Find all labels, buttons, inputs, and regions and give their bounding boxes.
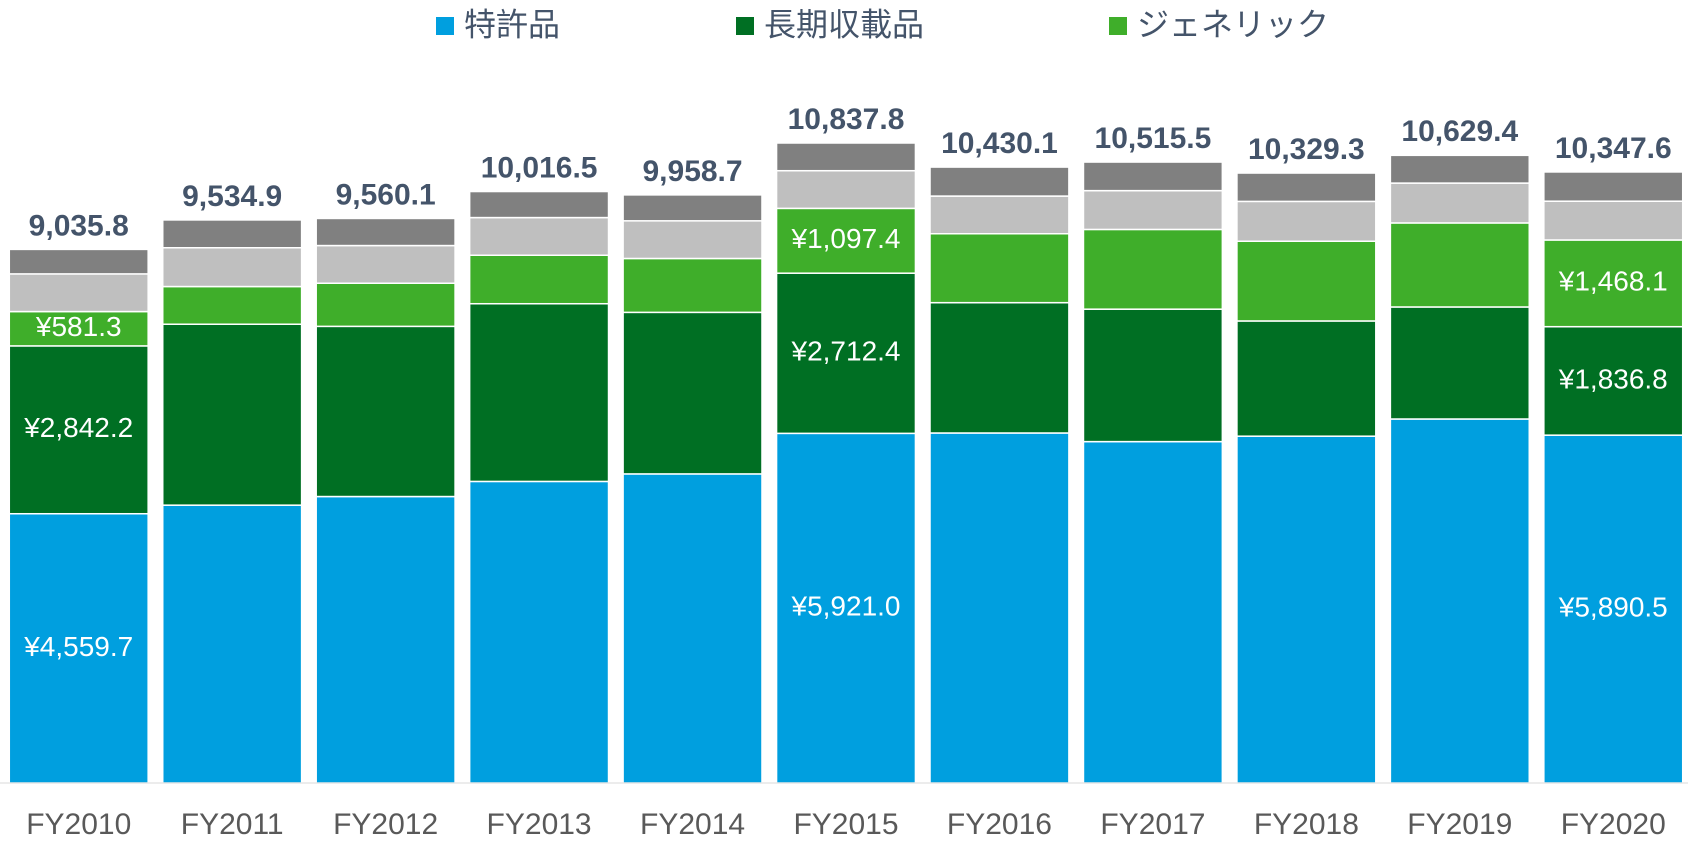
- value-label: ¥1,097.4: [791, 223, 901, 254]
- bar-segment: [468, 480, 610, 784]
- bar-segment: [622, 194, 763, 222]
- value-label: ¥4,559.7: [23, 631, 133, 662]
- legend-swatch: [1109, 17, 1127, 35]
- bar-segment: [775, 432, 917, 784]
- total-label: 10,515.5: [1095, 122, 1212, 155]
- bar-segment: [775, 142, 917, 172]
- bar-segment: [775, 169, 917, 210]
- value-label: ¥581.3: [35, 311, 122, 342]
- x-tick-label: FY2016: [947, 808, 1052, 841]
- x-tick-label: FY2014: [640, 808, 745, 841]
- x-tick-label: FY2019: [1407, 808, 1512, 841]
- bar-segment: [1543, 171, 1684, 202]
- value-label: ¥1,468.1: [1558, 266, 1668, 297]
- bar-segment: [161, 323, 303, 506]
- value-label: ¥2,712.4: [791, 336, 901, 367]
- bar-segment: [1543, 325, 1684, 436]
- legend-swatch: [436, 17, 454, 35]
- legend-label: ジェネリック: [1137, 6, 1329, 42]
- bar-segment: [1082, 161, 1224, 192]
- bar-segment: [929, 195, 1070, 235]
- total-label: 10,837.8: [788, 103, 905, 136]
- bar-segment: [468, 216, 610, 256]
- bar-segment: [1082, 308, 1224, 443]
- bar-segment: [8, 273, 149, 313]
- bar-segment: [622, 311, 763, 475]
- x-tick-label: FY2020: [1561, 808, 1666, 841]
- bar-segment: [8, 345, 149, 515]
- legend-label: 長期収載品: [764, 6, 924, 42]
- bar-segment: [622, 473, 763, 784]
- bar-segment: [775, 207, 917, 274]
- bar-segment: [161, 504, 303, 784]
- bar-segment: [1082, 189, 1224, 231]
- x-tick-label: FY2013: [487, 808, 592, 841]
- bar-segment: [1389, 182, 1531, 224]
- bar-segment: [161, 246, 303, 288]
- x-tick-label: FY2015: [793, 808, 898, 841]
- bar-segment: [161, 219, 303, 249]
- bar-segment: [315, 282, 456, 328]
- x-tick-label: FY2018: [1254, 808, 1359, 841]
- bar-segment: [1236, 200, 1377, 243]
- bar-segment: [929, 166, 1070, 197]
- total-label: 10,347.6: [1555, 132, 1672, 165]
- bar-segment: [1236, 320, 1377, 437]
- bar-segment: [1543, 239, 1684, 328]
- bar-segment: [1236, 172, 1377, 203]
- value-label: ¥5,921.0: [791, 591, 901, 622]
- legend-label: 特許品: [464, 6, 560, 42]
- bar-segment: [929, 301, 1070, 434]
- bar-segment: [1082, 440, 1224, 784]
- bar-segment: [1389, 154, 1531, 184]
- x-tick-label: FY2010: [26, 808, 131, 841]
- value-label: ¥2,842.2: [23, 412, 133, 443]
- total-label: 9,035.8: [29, 209, 129, 242]
- total-label: 9,560.1: [336, 178, 436, 211]
- bar-segment: [8, 512, 149, 784]
- value-label: ¥5,890.5: [1558, 591, 1668, 622]
- bar-segment: [1389, 306, 1531, 420]
- bar-segment: [1543, 200, 1684, 241]
- total-label: 10,329.3: [1248, 133, 1365, 166]
- bar-segment: [622, 257, 763, 314]
- value-label: ¥1,836.8: [1558, 363, 1668, 394]
- bar-segment: [929, 233, 1070, 304]
- bar-segment: [1236, 435, 1377, 784]
- total-label: 9,958.7: [642, 155, 742, 188]
- bar-segment: [315, 325, 456, 498]
- bar-segment: [1389, 222, 1531, 308]
- bar-segment: [622, 220, 763, 260]
- total-label: 10,430.1: [941, 127, 1058, 160]
- total-label: 9,534.9: [182, 180, 282, 213]
- bar-segment: [161, 285, 303, 325]
- bar-segment: [468, 302, 610, 483]
- bar-segment: [315, 217, 456, 247]
- bar-segment: [468, 254, 610, 305]
- x-tick-label: FY2017: [1100, 808, 1205, 841]
- bar-segment: [468, 190, 610, 219]
- bar-segment: [315, 244, 456, 284]
- bar-segment: [1389, 418, 1531, 784]
- bar-segment: [315, 495, 456, 784]
- bar-segment: [8, 248, 149, 275]
- total-label: 10,016.5: [481, 151, 598, 184]
- bar-segment: [1236, 240, 1377, 322]
- x-tick-label: FY2012: [333, 808, 438, 841]
- bar-segment: [1082, 228, 1224, 310]
- bar-segment: [929, 432, 1070, 784]
- legend-swatch: [736, 17, 754, 35]
- x-tick-label: FY2011: [181, 808, 284, 841]
- total-label: 10,629.4: [1401, 115, 1518, 148]
- bar-segment: [775, 272, 917, 435]
